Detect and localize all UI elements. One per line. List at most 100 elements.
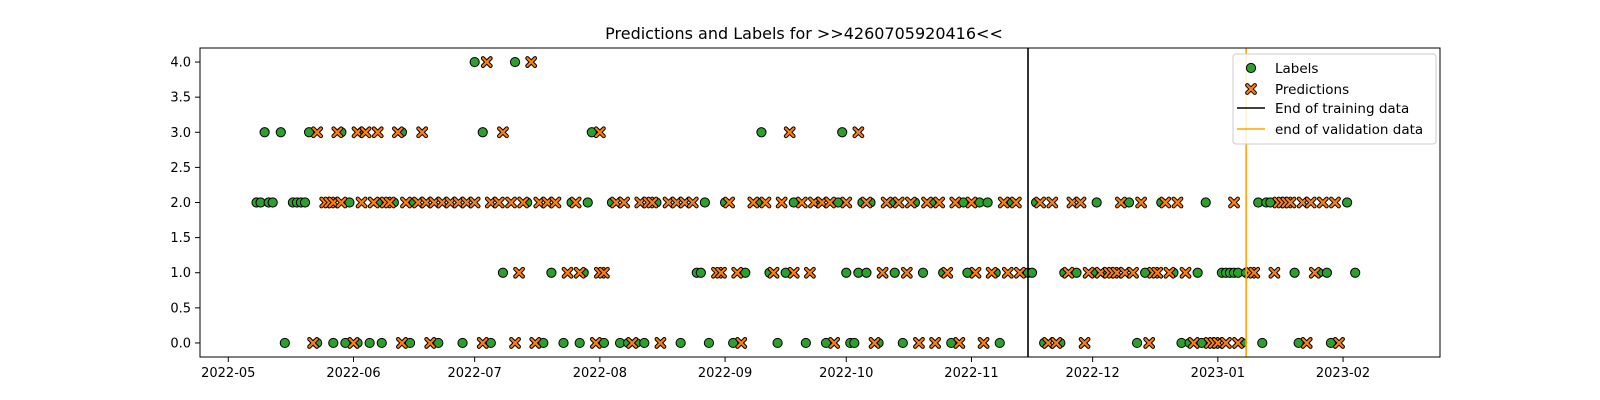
legend-labels-text: Labels (1275, 61, 1318, 77)
prediction-point (497, 126, 509, 139)
prediction-point (335, 196, 348, 209)
label-point (675, 337, 686, 349)
label-point (546, 267, 557, 278)
prediction-point (484, 196, 497, 209)
x-tick-label: 2022-11 (944, 366, 998, 381)
label-point (586, 127, 597, 138)
prediction-point (1304, 196, 1317, 209)
prediction-point (1127, 266, 1139, 279)
x-tick-label: 2022-05 (201, 366, 255, 381)
label-point (538, 337, 549, 349)
label-point (728, 337, 739, 349)
prediction-point (541, 196, 554, 209)
prediction-point (808, 196, 820, 209)
label-point (457, 337, 468, 349)
prediction-point (392, 126, 404, 139)
prediction-point (1078, 337, 1091, 349)
prediction-point (1228, 196, 1240, 209)
label-point (772, 337, 783, 349)
prediction-point (331, 126, 344, 139)
legend-validation-text: end of validation data (1275, 122, 1423, 138)
prediction-point (824, 196, 836, 209)
prediction-point (589, 337, 602, 349)
prediction-point (1308, 266, 1321, 279)
legend-predictions-marker (1245, 83, 1257, 95)
prediction-point (1300, 337, 1313, 349)
label-point (1123, 197, 1135, 208)
prediction-point (1062, 266, 1075, 279)
label-point (849, 337, 860, 349)
legend: Labels Predictions End of training data … (1232, 53, 1437, 145)
prediction-point (1014, 266, 1026, 279)
label-point (861, 267, 872, 278)
prediction-point (997, 196, 1010, 209)
prediction-point (731, 266, 744, 279)
prediction-point (444, 196, 457, 209)
prediction-point (1143, 337, 1156, 349)
prediction-point (396, 337, 408, 349)
prediction-point (1082, 266, 1095, 279)
label-point (558, 337, 569, 349)
label-point (1321, 267, 1333, 278)
prediction-point (900, 266, 913, 279)
prediction-point (452, 196, 465, 209)
label-point (582, 197, 593, 208)
prediction-point (904, 196, 917, 209)
label-point (404, 337, 416, 349)
prediction-point (783, 126, 796, 139)
axes: 2022-05 2022-06 2022-07 2022-08 2022-09 2022-… (170, 47, 1441, 381)
predictions-series (307, 56, 1345, 349)
chart-title: Predictions and Labels for >>42607059204… (605, 24, 1003, 43)
prediction-point (513, 266, 525, 279)
prediction-point (593, 126, 606, 139)
prediction-point (860, 196, 873, 209)
prediction-point (977, 337, 990, 349)
prediction-point (953, 337, 966, 349)
label-point (833, 197, 844, 208)
prediction-point (816, 196, 828, 209)
prediction-point (759, 196, 772, 209)
prediction-point (383, 196, 396, 209)
prediction-point (1009, 196, 1022, 209)
prediction-point (460, 196, 473, 209)
label-point (303, 127, 315, 138)
prediction-point (412, 196, 425, 209)
label-point (756, 127, 767, 138)
label-point (897, 337, 908, 349)
prediction-point (1220, 337, 1232, 349)
label-point (788, 197, 799, 208)
prediction-point (1066, 196, 1079, 209)
prediction-point (371, 126, 384, 139)
x-tick-label: 2022-12 (1065, 366, 1119, 381)
legend-frame (1232, 53, 1437, 145)
label-point (703, 337, 715, 349)
prediction-point (428, 196, 441, 209)
prediction-point (775, 196, 788, 209)
prediction-point (1211, 337, 1224, 349)
label-point (509, 56, 521, 68)
label-point (1140, 267, 1151, 278)
label-point (917, 267, 929, 278)
label-point (477, 127, 488, 138)
prediction-point (367, 196, 380, 209)
y-tick-label: 2.5 (170, 161, 191, 176)
label-point (1342, 197, 1353, 208)
label-point (1026, 267, 1038, 278)
prediction-point (1187, 337, 1200, 349)
prediction-point (347, 337, 360, 349)
prediction-point (1110, 266, 1123, 279)
prediction-point (876, 266, 889, 279)
prediction-point (1119, 266, 1131, 279)
label-point (837, 127, 848, 138)
label-point (328, 337, 339, 349)
label-point (1257, 337, 1268, 349)
label-point (364, 337, 375, 349)
prediction-point (1329, 196, 1341, 209)
prediction-point (525, 56, 538, 68)
x-tick-label: 2023-02 (1316, 366, 1370, 381)
label-point (299, 197, 311, 208)
x-tick-label: 2022-10 (819, 366, 873, 381)
label-point (994, 337, 1005, 349)
label-point (1196, 337, 1207, 349)
prediction-point (913, 337, 925, 349)
